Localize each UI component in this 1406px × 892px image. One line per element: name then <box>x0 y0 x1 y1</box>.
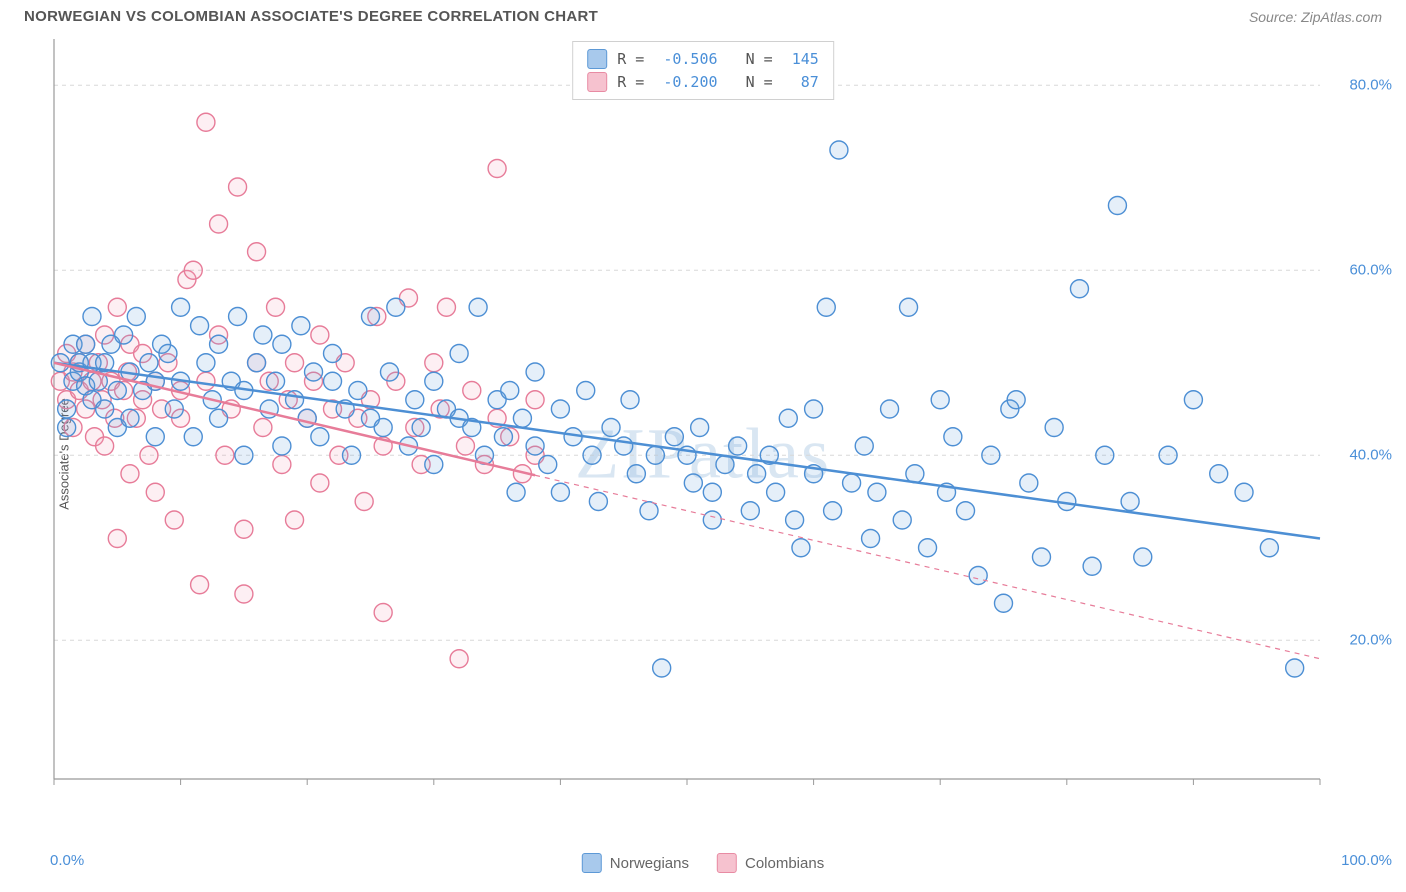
stat-r-label: R = <box>617 71 653 94</box>
norwegians-n-value: 145 <box>792 48 819 71</box>
series-legend: Norwegians Colombians <box>582 853 824 873</box>
legend-label-norwegians: Norwegians <box>610 855 689 872</box>
scatter-plot <box>50 39 1390 819</box>
y-tick-label: 20.0% <box>1349 632 1392 649</box>
correlation-legend: R = -0.506 N = 145 R = -0.200 N = 87 <box>572 41 834 100</box>
norwegians-r-value: -0.506 <box>663 48 717 71</box>
colombians-r-value: -0.200 <box>663 71 717 94</box>
legend-item-norwegians: Norwegians <box>582 853 689 873</box>
swatch-colombians-icon <box>717 853 737 873</box>
y-tick-label: 60.0% <box>1349 262 1392 279</box>
x-axis-max-label: 100.0% <box>1341 852 1392 869</box>
stat-r-label: R = <box>617 48 653 71</box>
swatch-norwegians-icon <box>582 853 602 873</box>
legend-row-colombians: R = -0.200 N = 87 <box>587 71 819 94</box>
legend-label-colombians: Colombians <box>745 855 824 872</box>
source-attribution: Source: ZipAtlas.com <box>1249 9 1382 25</box>
x-axis-min-label: 0.0% <box>50 852 84 869</box>
colombians-n-value: 87 <box>801 71 819 94</box>
legend-row-norwegians: R = -0.506 N = 145 <box>587 48 819 71</box>
chart-title: NORWEGIAN VS COLOMBIAN ASSOCIATE'S DEGRE… <box>24 8 598 25</box>
stat-n-label: N = <box>728 48 782 71</box>
stat-n-label: N = <box>728 71 791 94</box>
y-tick-label: 40.0% <box>1349 447 1392 464</box>
chart-container: Associate's Degree ZIPatlas R = -0.506 N… <box>0 29 1406 879</box>
swatch-norwegians <box>587 49 607 69</box>
legend-item-colombians: Colombians <box>717 853 824 873</box>
swatch-colombians <box>587 72 607 92</box>
y-tick-label: 80.0% <box>1349 77 1392 94</box>
